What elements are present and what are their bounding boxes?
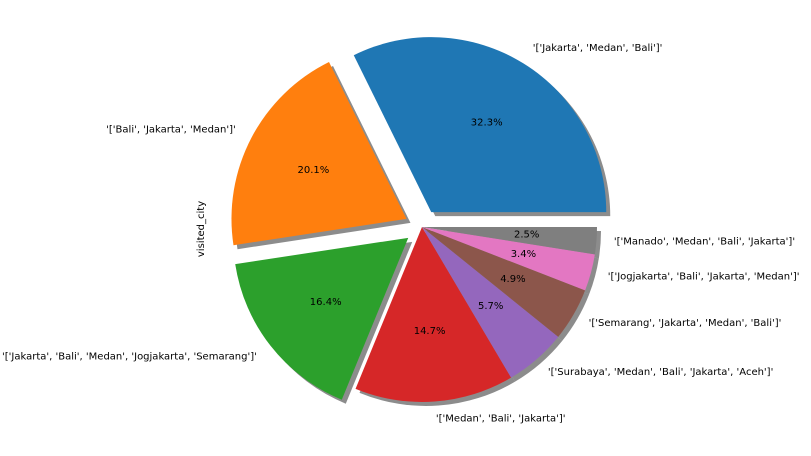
slice-label-6: '['Semarang', 'Jakarta', 'Medan', 'Bali'… [589, 318, 782, 329]
y-axis-label: visited_city [196, 201, 207, 257]
pie-slice-1 [353, 37, 607, 213]
slice-label-1: '['Jakarta', 'Medan', 'Bali']' [533, 43, 663, 54]
pct-label-6: 4.9% [500, 274, 525, 285]
pie-slices [231, 37, 607, 403]
pie-slice-5 [422, 227, 559, 378]
pct-label-3: 16.4% [310, 297, 342, 308]
slice-labels: '['Jakarta', 'Medan', 'Bali']' '['Bali', … [2, 43, 799, 424]
pie-slice-2 [231, 62, 407, 246]
percentage-labels: 32.3% 20.1% 16.4% 14.7% 5.7% 4.9% 3.4% 2.5% [298, 118, 540, 338]
slice-label-5: '['Surabaya', 'Medan', 'Bali', 'Jakarta'… [548, 367, 773, 378]
slice-label-2: '['Bali', 'Jakarta', 'Medan']' [106, 124, 236, 135]
pie-slice-8 [422, 227, 598, 255]
pct-label-4: 14.7% [414, 326, 446, 337]
pct-label-7: 3.4% [511, 249, 536, 260]
slice-label-7: '['Jogjakarta', 'Bali', 'Jakarta', 'Meda… [608, 272, 800, 283]
pct-label-5: 5.7% [478, 301, 503, 312]
slice-label-8: '['Manado', 'Medan', 'Bali', 'Jakarta']' [614, 237, 795, 248]
pct-label-8: 2.5% [514, 230, 539, 241]
pie-slice-4 [355, 227, 512, 403]
pie-slice-7 [422, 227, 595, 291]
pie-slice-3 [235, 237, 409, 400]
slice-label-4: '['Medan', 'Bali', 'Jakarta']' [436, 414, 566, 425]
pct-label-2: 20.1% [298, 165, 330, 176]
pie-slice-6 [422, 227, 586, 337]
pct-label-1: 32.3% [471, 118, 503, 129]
slice-label-3: '['Jakarta', 'Bali', 'Medan', 'Jogjakart… [2, 351, 257, 362]
